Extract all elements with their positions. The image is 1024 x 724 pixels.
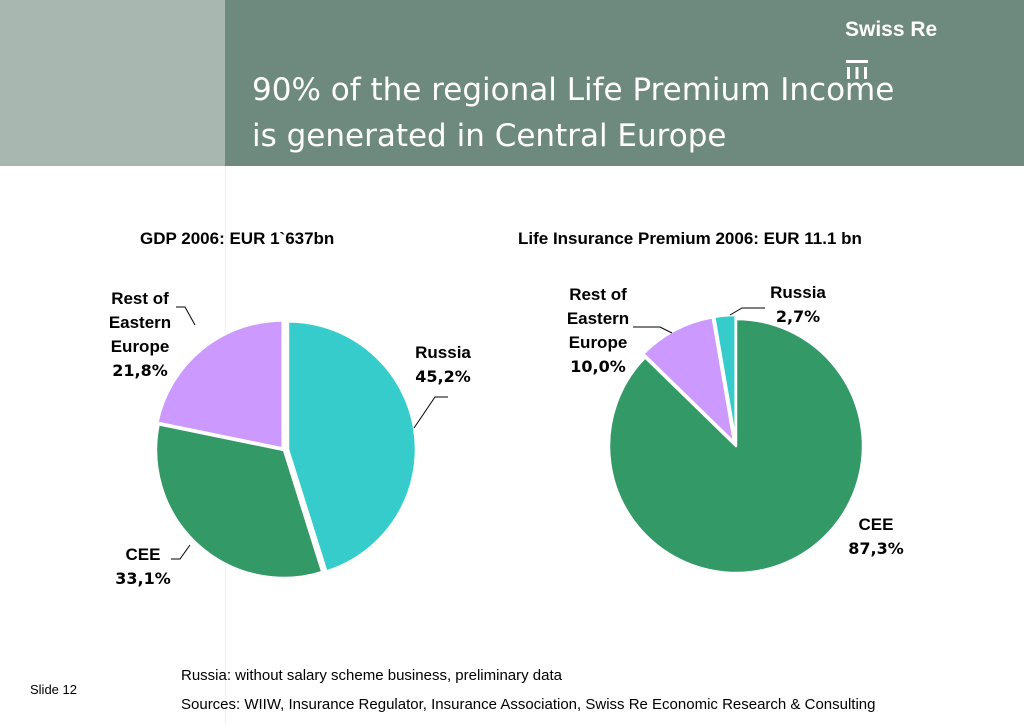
footnote-sources: Sources: WIIW, Insurance Regulator, Insu…	[181, 696, 876, 713]
footnote-russia: Russia: without salary scheme business, …	[181, 667, 562, 684]
life-rest-label-line-2: Eastern	[567, 309, 629, 328]
life-rest-leader-line	[633, 326, 673, 334]
gdp-pie	[154, 319, 418, 580]
swiss-re-logo-mark-icon	[846, 60, 868, 79]
life-cee-value: 87,3%	[848, 539, 904, 558]
swiss-re-logo-text: Swiss Re	[845, 18, 938, 41]
life-slice-rest-of-eastern-europe	[641, 316, 736, 444]
gdp-cee-leader-line	[171, 544, 191, 560]
life-rest-label-line-3: Europe	[569, 333, 628, 352]
gdp-russia-leader-line	[413, 396, 448, 429]
gdp-rest-label-line-2: Eastern	[109, 313, 171, 332]
gdp-russia-value: 45,2%	[415, 367, 471, 386]
gdp-slice-cee	[154, 423, 324, 580]
gdp-russia-label: Russia	[415, 343, 471, 362]
gdp-rest-label-line-1: Rest of	[111, 289, 169, 308]
life-russia-value: 2,7%	[776, 307, 820, 326]
life-slice-cee	[607, 317, 865, 575]
gdp-slice-russia	[286, 320, 418, 573]
slide-number: Slide 12	[30, 682, 77, 697]
slide-title-line-2: is generated in Central Europe	[252, 118, 727, 154]
gdp-rest-value: 21,8%	[112, 361, 168, 380]
gdp-slice-rest-of-eastern-europe	[156, 319, 284, 450]
life-russia-label: Russia	[770, 283, 826, 302]
gdp-rest-leader-line	[176, 306, 196, 326]
life-rest-label-line-1: Rest of	[569, 285, 627, 304]
life-slice-russia	[712, 313, 737, 444]
slide-title-line-1: 90% of the regional Life Premium Income	[252, 72, 895, 108]
gdp-chart-title: GDP 2006: EUR 1`637bn	[140, 229, 335, 248]
life-cee-label: CEE	[859, 515, 894, 534]
life-rest-value: 10,0%	[570, 357, 626, 376]
header-left-panel	[0, 0, 225, 166]
gdp-cee-value: 33,1%	[115, 569, 171, 588]
life-premium-pie	[607, 313, 865, 575]
gdp-cee-label: CEE	[126, 545, 161, 564]
life-premium-chart-title: Life Insurance Premium 2006: EUR 11.1 bn	[518, 229, 862, 248]
header-banner	[225, 0, 1024, 166]
gdp-rest-label-line-3: Europe	[111, 337, 170, 356]
life-russia-leader-line	[729, 307, 765, 316]
